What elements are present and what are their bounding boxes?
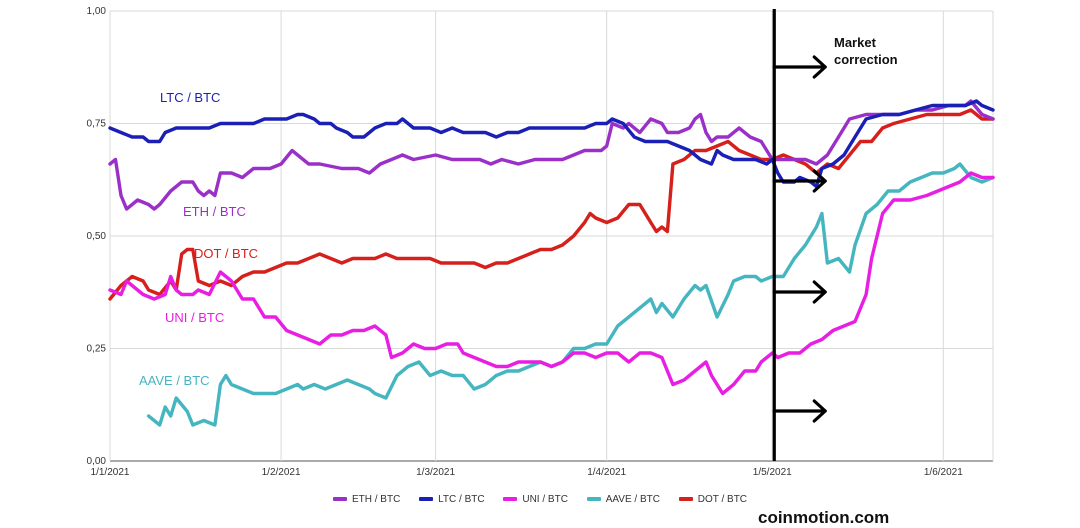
y-tick-label: 0,00 <box>87 456 107 467</box>
legend-swatch-dot <box>678 497 693 501</box>
legend: ETH / BTC LTC / BTC UNI / BTC AAVE / BTC… <box>0 493 1080 505</box>
legend-label-eth: ETH / BTC <box>351 493 401 505</box>
market-correction-annotation: Market correction <box>772 9 898 461</box>
series-line-eth <box>108 99 995 211</box>
legend-item-aave: AAVE / BTC <box>586 493 660 505</box>
x-tick-label: 1/2/2021 <box>262 467 301 478</box>
annotation-line1: Market <box>834 35 877 50</box>
x-tick-label: 1/5/2021 <box>753 467 792 478</box>
arrow-right-icon <box>772 55 827 79</box>
legend-swatch-aave <box>586 497 601 501</box>
annotation-line2: correction <box>834 52 898 67</box>
series-line-ltc <box>108 99 995 189</box>
legend-label-uni: UNI / BTC <box>522 493 568 505</box>
gridlines <box>109 10 994 462</box>
x-tick-label: 1/4/2021 <box>587 467 626 478</box>
series-label-ltc: LTC / BTC <box>160 90 220 105</box>
series-label-eth: ETH / BTC <box>183 204 246 219</box>
legend-item-eth: ETH / BTC <box>332 493 401 505</box>
series-line-aave <box>146 162 995 427</box>
series-label-aave: AAVE / BTC <box>139 373 210 388</box>
series-lines <box>108 99 995 427</box>
legend-swatch-uni <box>503 497 518 501</box>
legend-item-uni: UNI / BTC <box>503 494 568 505</box>
legend-label-aave: AAVE / BTC <box>605 493 660 505</box>
x-tick-label: 1/3/2021 <box>416 467 455 478</box>
series-label-dot: DOT / BTC <box>194 246 258 261</box>
x-tick-label: 1/6/2021 <box>924 467 963 478</box>
y-tick-label: 1,00 <box>87 6 107 17</box>
y-tick-label: 0,75 <box>87 119 107 130</box>
legend-swatch-eth <box>332 497 347 501</box>
series-labels: ETH / BTC LTC / BTC UNI / BTC AAVE / BTC DOT… <box>139 90 258 388</box>
series-label-uni: UNI / BTC <box>165 310 224 325</box>
arrow-right-icon <box>772 280 827 304</box>
x-tick-label: 1/1/2021 <box>91 467 130 478</box>
arrow-right-icon <box>772 169 827 193</box>
arrow-right-icon <box>772 399 827 423</box>
axis-labels: 0,00 0,25 0,50 0,75 1,00 1/1/2021 1/2/2021 1/3/… <box>87 6 964 478</box>
y-tick-label: 0,50 <box>87 231 107 242</box>
legend-label-ltc: LTC / BTC <box>438 493 485 505</box>
watermark: coinmotion.com <box>758 508 890 527</box>
legend-item-dot: DOT / BTC <box>678 493 748 505</box>
y-tick-label: 0,25 <box>87 344 107 355</box>
series-line-uni <box>108 171 995 396</box>
legend-item-ltc: LTC / BTC <box>419 493 485 505</box>
legend-label-dot: DOT / BTC <box>697 493 748 505</box>
legend-swatch-ltc <box>419 497 434 501</box>
